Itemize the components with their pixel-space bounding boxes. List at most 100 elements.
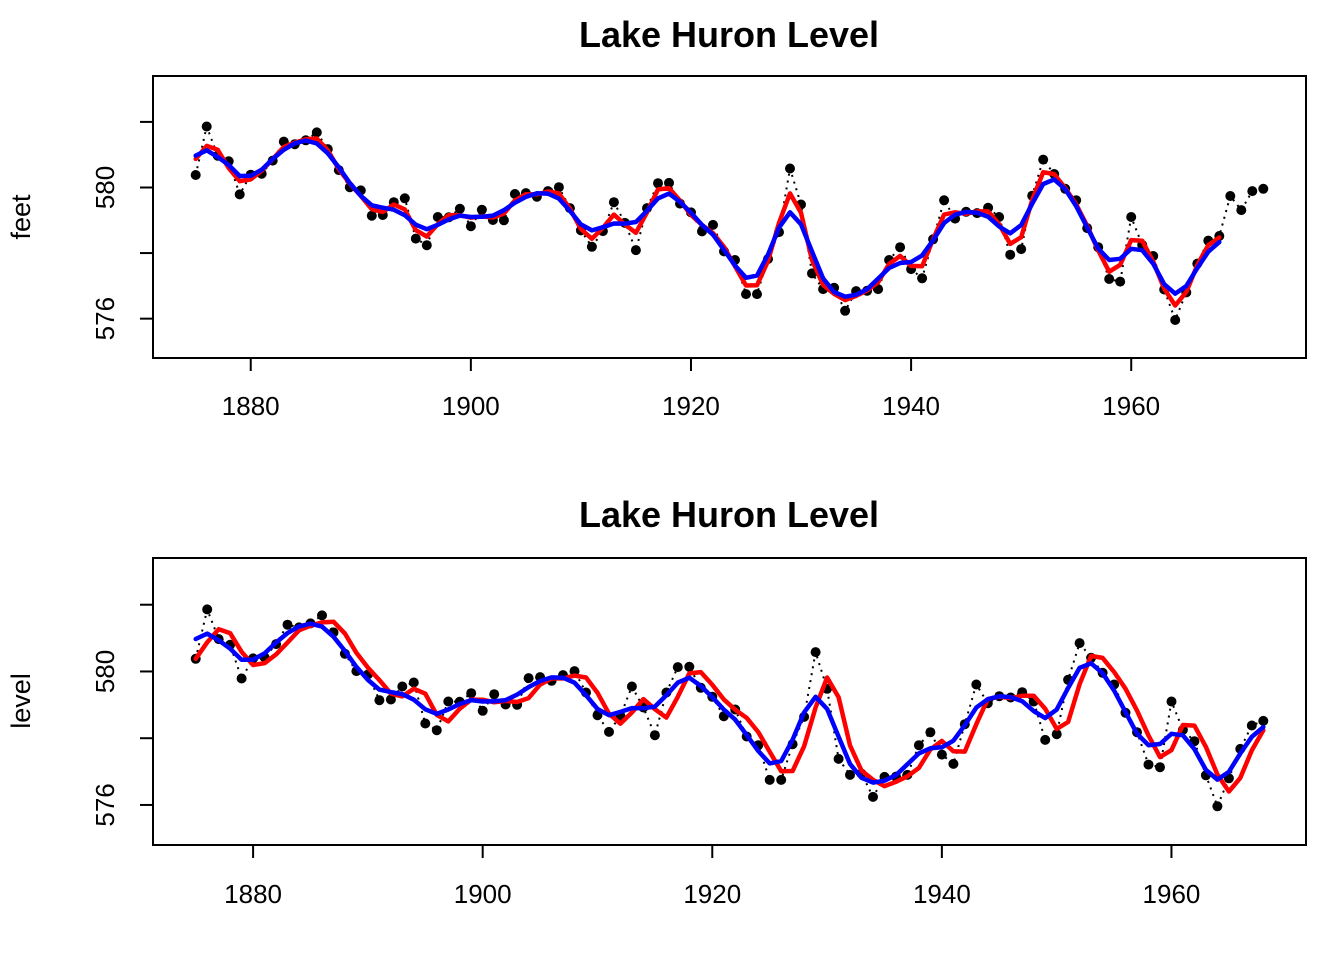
observed-series-line <box>194 123 1264 323</box>
x-tick-label: 1880 <box>224 879 282 909</box>
data-point <box>201 121 212 132</box>
data-point <box>939 195 950 206</box>
x-tick-label: 1920 <box>683 879 741 909</box>
data-point <box>443 696 454 707</box>
data-point <box>1258 715 1269 726</box>
x-tick-label: 1900 <box>454 879 512 909</box>
x-tick-label: 1940 <box>882 391 940 421</box>
data-point <box>234 189 245 200</box>
data-point <box>895 242 906 253</box>
y-axis-label: feet <box>6 194 36 240</box>
data-point <box>397 681 408 692</box>
data-point <box>311 127 322 138</box>
x-tick-label: 1960 <box>1102 391 1160 421</box>
x-tick-label: 1900 <box>442 391 500 421</box>
data-point <box>604 726 614 737</box>
data-point <box>477 705 488 716</box>
red-smoother-line <box>193 136 1222 308</box>
data-point <box>523 673 534 684</box>
data-point <box>1126 212 1137 222</box>
data-point <box>626 681 637 692</box>
data-point <box>684 661 695 672</box>
data-point <box>236 673 247 684</box>
red-smoother-lagged-line <box>193 619 1266 794</box>
data-point <box>431 725 442 736</box>
data-point <box>913 740 924 751</box>
data-point <box>489 689 500 700</box>
data-point <box>776 774 787 785</box>
data-point <box>948 758 959 769</box>
data-point <box>190 170 201 180</box>
data-point <box>1143 759 1154 770</box>
data-point <box>868 791 878 802</box>
data-point <box>840 305 851 316</box>
y-tick-label: 580 <box>90 166 120 209</box>
y-tick-label: 576 <box>90 297 120 340</box>
plot-box <box>152 75 1307 359</box>
page-title: Lake Huron Level <box>579 14 879 55</box>
data-point <box>1115 276 1126 287</box>
data-point <box>1236 205 1247 216</box>
y-axis-label: level <box>6 673 36 729</box>
data-point <box>1246 720 1257 731</box>
data-point <box>672 662 683 673</box>
data-point <box>421 240 432 251</box>
data-point <box>1016 244 1027 255</box>
data-point <box>741 289 751 300</box>
data-point <box>454 203 465 214</box>
data-point <box>586 241 597 252</box>
data-point <box>925 727 936 738</box>
data-point <box>1166 696 1177 707</box>
data-point <box>653 178 663 189</box>
data-point <box>1040 734 1051 745</box>
data-point <box>971 679 982 690</box>
y-tick-label: 576 <box>90 783 120 826</box>
data-point <box>366 210 377 221</box>
data-point <box>1225 191 1236 201</box>
data-point <box>498 215 509 226</box>
data-point <box>282 619 293 630</box>
data-point <box>1104 274 1115 284</box>
page-title: Lake Huron Level <box>579 494 879 535</box>
data-point <box>1155 762 1165 773</box>
x-tick-label: 1940 <box>913 879 971 909</box>
data-point <box>420 718 431 729</box>
data-point <box>649 730 660 741</box>
data-point <box>1005 249 1016 260</box>
plot-box <box>152 557 1307 846</box>
data-point <box>917 273 928 284</box>
data-point <box>845 769 855 780</box>
x-tick-label: 1960 <box>1143 879 1201 909</box>
data-point <box>466 688 477 699</box>
data-point <box>1258 183 1269 194</box>
data-point <box>630 245 641 256</box>
data-point <box>785 163 795 174</box>
observed-series-line <box>194 606 1264 810</box>
data-point <box>1170 315 1181 325</box>
data-point <box>408 677 419 688</box>
data-point <box>936 749 947 760</box>
data-point <box>1247 186 1258 197</box>
x-tick-label: 1880 <box>222 391 280 421</box>
data-point <box>764 774 775 785</box>
data-point <box>553 182 564 193</box>
data-point <box>476 204 487 215</box>
data-point <box>465 221 476 232</box>
blue-smoother-line <box>193 621 1266 785</box>
data-point <box>317 610 327 621</box>
data-point <box>608 197 619 208</box>
blue-smoother-line <box>193 138 1222 299</box>
data-point <box>410 233 421 244</box>
data-point <box>708 219 718 230</box>
bottom-panel: Lake Huron Level level 1880 1900 1920 1940 1… <box>6 494 1307 909</box>
data-point <box>385 694 396 705</box>
data-point <box>1074 638 1085 649</box>
x-tick-label: 1920 <box>662 391 720 421</box>
data-point <box>810 647 821 658</box>
data-point <box>1038 154 1049 165</box>
data-point <box>202 604 213 615</box>
y-tick-label: 580 <box>90 650 120 693</box>
data-point <box>1212 801 1223 812</box>
data-point <box>664 177 674 188</box>
